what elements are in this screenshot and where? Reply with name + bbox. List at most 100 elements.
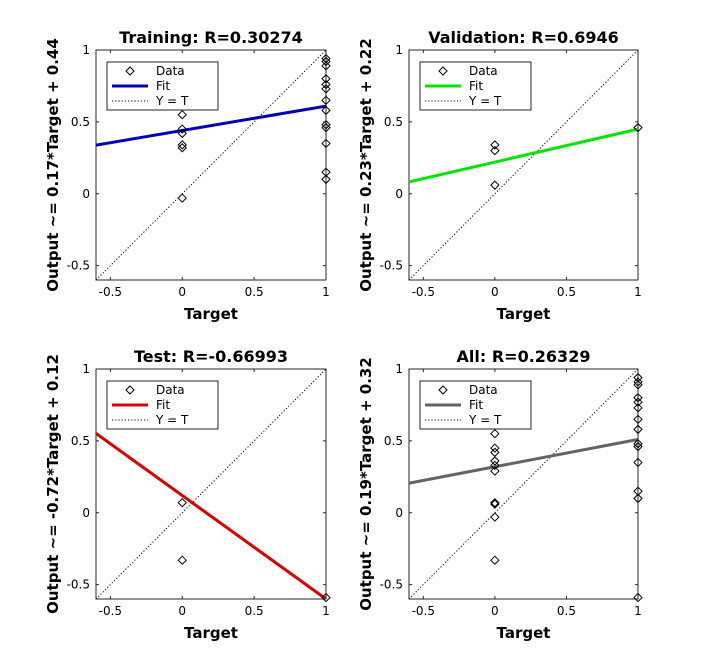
legend-entry: Y = T [155, 413, 189, 427]
legend-data-marker [438, 66, 448, 76]
data-point [633, 493, 643, 504]
y-tick-label: 0 [395, 506, 403, 520]
legend-entry: Fit [156, 398, 170, 412]
data-point [633, 380, 643, 390]
legend-entry: Data [469, 64, 498, 78]
y-axis-label: Output ~= 0.17*Target + 0.44 [44, 38, 62, 292]
x-tick-label: 0 [178, 604, 186, 618]
data-point [633, 377, 643, 387]
y-tick-label: -0.5 [380, 259, 403, 273]
subplot-title: All: R=0.26329 [457, 347, 591, 366]
data-point [177, 140, 187, 150]
y-tick-label: 1 [82, 43, 90, 57]
legend-entry: Fit [156, 79, 170, 93]
legend-entry: Data [156, 64, 185, 78]
data-point [321, 61, 331, 71]
data-point [490, 499, 500, 509]
data-point [633, 424, 643, 435]
data-point [321, 95, 331, 106]
data-point [321, 105, 331, 116]
legend-entry: Data [156, 383, 185, 397]
subplot-2: -0.5 0 0.5 1 -0.5 0 0.5 1 Validation: R=0.6946 Ta… [357, 28, 643, 323]
data-point [321, 56, 331, 67]
y-tick-label: 0 [82, 187, 90, 201]
x-tick-label: 0 [491, 604, 499, 618]
subplot-1: -0.5 0 0.5 1 -0.5 0 0.5 1 Training: R=0.30274 Tar… [44, 28, 331, 323]
data-point [321, 122, 331, 133]
data-point [321, 74, 331, 84]
subplot-3: -0.5 0 0.5 1 -0.5 0 0.5 1 Test: R=-0.66993 Target… [44, 347, 331, 642]
y-tick-label: 1 [395, 43, 403, 57]
data-point [633, 393, 643, 403]
data-point [633, 403, 643, 413]
data-point [321, 84, 331, 94]
data-point [490, 555, 500, 565]
data-point [177, 555, 187, 565]
data-point [490, 145, 500, 156]
y-tick-label: 0.5 [71, 115, 90, 129]
data-point [633, 486, 643, 496]
legend-entry: Y = T [155, 94, 189, 108]
data-point [633, 441, 643, 452]
data-point [490, 140, 500, 150]
y-axis-label: Output ~= 0.23*Target + 0.22 [357, 38, 375, 292]
y-axis-label: Output ~= -0.72*Target + 0.12 [44, 354, 62, 614]
y-tick-label: 0 [82, 506, 90, 520]
y-tick-label: 0.5 [384, 434, 403, 448]
y-tick-label: 0 [395, 187, 403, 201]
y-tick-label: -0.5 [67, 578, 90, 592]
subplot-title: Training: R=0.30274 [119, 28, 303, 47]
y-tick-label: 0.5 [384, 115, 403, 129]
data-point [490, 443, 500, 453]
x-tick-label: 1 [322, 604, 330, 618]
y-tick-label: 1 [395, 362, 403, 376]
x-tick-label: -0.5 [99, 604, 122, 618]
legend-entry: Fit [469, 79, 483, 93]
y-axis-label: Output ~= 0.19*Target + 0.32 [357, 357, 375, 611]
x-axis-label: Target [184, 624, 238, 642]
fit-line [96, 432, 326, 599]
data-point [177, 109, 187, 120]
x-tick-label: 0.5 [245, 285, 264, 299]
x-tick-label: -0.5 [99, 285, 122, 299]
fit-line [409, 437, 638, 485]
data-point [633, 397, 643, 407]
data-point [321, 79, 331, 90]
legend-data-marker [438, 385, 448, 395]
y-tick-label: -0.5 [67, 259, 90, 273]
data-point [177, 128, 187, 139]
data-point [490, 460, 500, 471]
subplot-4: -0.5 0 0.5 1 -0.5 0 0.5 1 All: R=0.26329 Target Ou… [357, 347, 643, 642]
data-point [321, 174, 331, 185]
data-point [633, 414, 643, 425]
y-tick-label: 0.5 [71, 434, 90, 448]
data-point [321, 53, 331, 64]
legend-data-marker [125, 66, 135, 76]
data-point [633, 372, 643, 383]
data-point [490, 180, 500, 190]
x-axis-label: Target [497, 624, 551, 642]
data-point [490, 512, 500, 522]
x-tick-label: 0.5 [557, 604, 576, 618]
x-tick-label: 0.5 [557, 285, 576, 299]
legend-entry: Fit [469, 398, 483, 412]
x-tick-label: 1 [634, 604, 642, 618]
data-point [633, 457, 643, 468]
fit-line [409, 127, 638, 184]
y-tick-label: 1 [82, 362, 90, 376]
x-axis-label: Target [184, 305, 238, 323]
legend-data-marker [125, 385, 135, 395]
data-point [633, 592, 643, 603]
data-point [321, 120, 331, 130]
data-point [321, 138, 331, 149]
data-point [177, 497, 187, 508]
x-tick-label: -0.5 [412, 285, 435, 299]
x-tick-label: 1 [634, 285, 642, 299]
x-tick-label: 0 [491, 285, 499, 299]
data-point [177, 193, 187, 203]
subplot-title: Validation: R=0.6946 [428, 28, 618, 47]
x-tick-label: 1 [322, 285, 330, 299]
